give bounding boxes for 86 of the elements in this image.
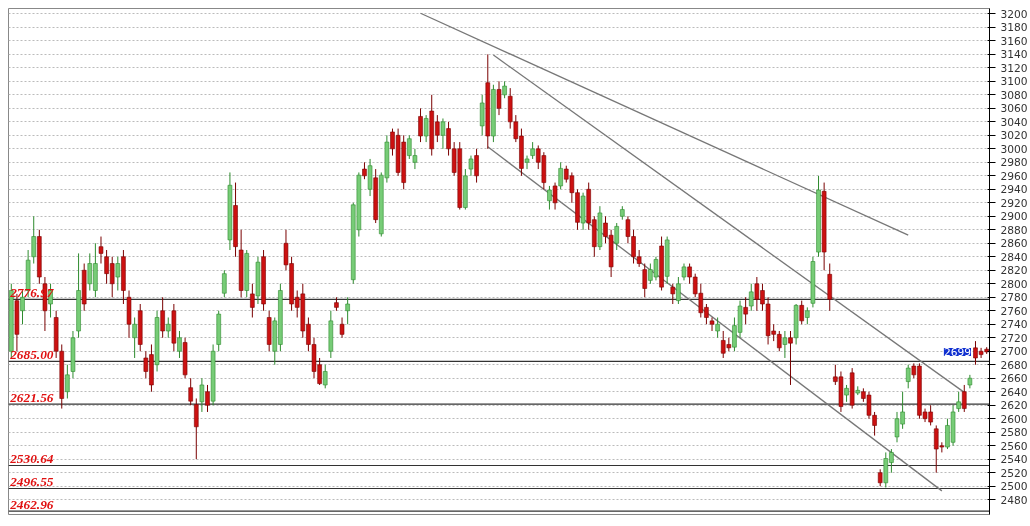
candlestick <box>524 155 530 170</box>
y-tick-label: 2720 <box>1000 331 1028 345</box>
candlestick <box>222 269 227 298</box>
y-tick-label: 2800 <box>1000 277 1028 291</box>
candlestick <box>177 330 182 359</box>
y-tick-label: 2700 <box>1000 345 1028 359</box>
y-tick-label: 2540 <box>1000 453 1028 467</box>
candlestick <box>614 222 619 251</box>
y-tick-label: 2880 <box>1000 223 1028 237</box>
y-tick-label: 2940 <box>1000 183 1028 197</box>
y-tick-label: 2840 <box>1000 250 1028 264</box>
y-tick-label: 2860 <box>1000 237 1028 251</box>
candlestick <box>166 317 171 339</box>
candlestick <box>367 158 373 197</box>
candlestick <box>547 185 552 211</box>
candlestick <box>160 296 165 339</box>
candlestick <box>418 107 423 143</box>
y-tick-label: 2960 <box>1000 169 1028 183</box>
y-tick-label: 3140 <box>1000 48 1028 62</box>
candlestick <box>188 377 193 406</box>
ref-line-label: 2496.55 <box>9 474 54 490</box>
candlestick <box>782 330 788 359</box>
y-tick-label: 2660 <box>1000 372 1028 386</box>
candlestick <box>558 161 563 190</box>
y-tick-label: 2820 <box>1000 264 1028 278</box>
y-tick-label: 3080 <box>1000 88 1028 102</box>
y-tick-label: 2580 <box>1000 426 1028 440</box>
candlestick <box>496 80 502 116</box>
y-tick-label: 2920 <box>1000 196 1028 210</box>
y-tick-label: 2760 <box>1000 304 1028 318</box>
candlestick <box>194 397 199 460</box>
candlestick <box>468 155 474 177</box>
y-tick-label: 2740 <box>1000 318 1028 332</box>
ref-line-label: 2462.96 <box>9 497 54 513</box>
y-tick-label: 2560 <box>1000 439 1028 453</box>
candlestick <box>642 263 648 298</box>
candlestick <box>709 317 715 332</box>
y-tick-label: 2780 <box>1000 291 1028 305</box>
candlestick <box>199 377 205 413</box>
candlestick <box>423 114 429 143</box>
candlestick <box>676 276 681 305</box>
y-tick-label: 2900 <box>1000 210 1028 224</box>
candlestick <box>962 384 967 413</box>
y-tick-label: 2520 <box>1000 466 1028 480</box>
y-tick-label: 3180 <box>1000 21 1028 35</box>
candlestick <box>31 215 36 265</box>
candlestick <box>670 283 676 305</box>
candlestick <box>479 94 485 136</box>
y-tick-label: 3060 <box>1000 102 1028 116</box>
candlestick <box>799 300 804 325</box>
candlestick <box>788 330 793 386</box>
y-tick-label: 2640 <box>1000 385 1028 399</box>
candlestick <box>905 364 911 389</box>
y-tick-label: 2600 <box>1000 412 1028 426</box>
y-tick-label: 3100 <box>1000 75 1028 89</box>
ref-line-label: 2530.64 <box>9 451 54 467</box>
y-tick-label: 2480 <box>1000 493 1028 507</box>
candlestick <box>98 236 104 265</box>
candlestick <box>250 283 255 318</box>
y-tick-label: 2620 <box>1000 399 1028 413</box>
candlestick <box>132 317 137 359</box>
candlestick <box>115 256 121 292</box>
y-tick-label: 2980 <box>1000 156 1028 170</box>
y-tick-label: 3040 <box>1000 115 1028 129</box>
candlestick <box>956 391 961 413</box>
ref-line-label: 2685.00 <box>9 347 54 363</box>
candlestick <box>715 317 720 339</box>
candlestick <box>552 182 558 211</box>
candlestick <box>322 364 328 389</box>
y-tick-label: 3200 <box>1000 7 1028 21</box>
candlestick <box>749 283 754 312</box>
candlestick <box>743 296 748 325</box>
ref-line-label: 2621.56 <box>9 390 54 406</box>
y-tick-label: 2680 <box>1000 358 1028 372</box>
y-tick-label: 3020 <box>1000 129 1028 143</box>
y-tick-label: 3120 <box>1000 61 1028 75</box>
candlestick <box>205 384 210 413</box>
y-tick-label: 3160 <box>1000 34 1028 48</box>
y-tick-label: 3000 <box>1000 142 1028 156</box>
candlestick <box>474 148 479 184</box>
annotation: 2699 <box>943 345 972 359</box>
candlestick <box>65 364 70 399</box>
candlestick <box>440 117 446 150</box>
y-tick-label: 2500 <box>1000 480 1028 494</box>
candlestick <box>345 296 350 325</box>
candlestick <box>339 317 345 339</box>
